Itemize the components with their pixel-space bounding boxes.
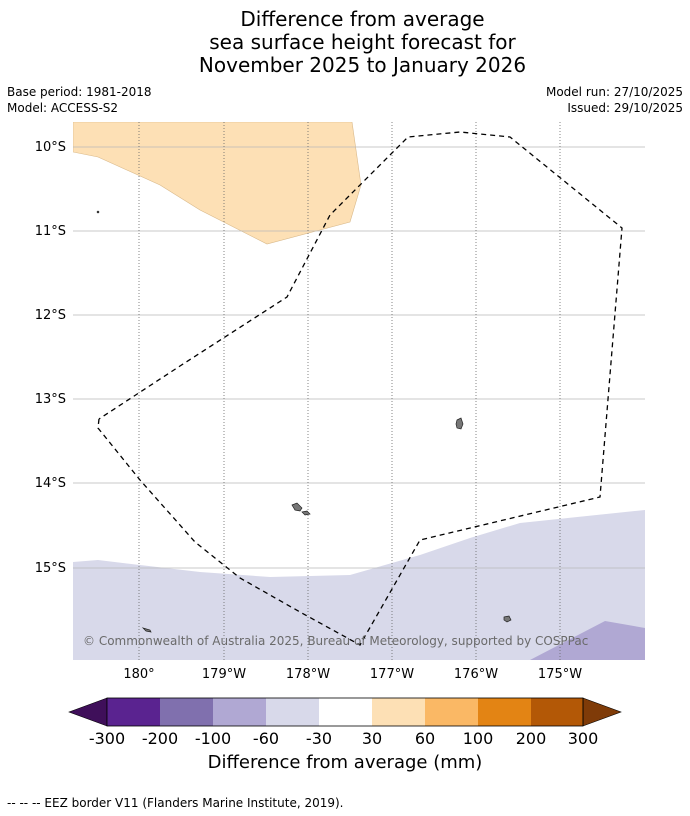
cb-label-m300: -300 [89, 729, 125, 748]
longitude-labels: 180° 179°W 178°W 177°W 176°W 175°W [123, 667, 582, 682]
island-southwest [141, 627, 152, 633]
title-line-2: sea surface height forecast for [209, 30, 516, 54]
issued-date: Issued: 29/10/2025 [567, 101, 683, 115]
colorbar-labels: -300 -200 -100 -60 -30 30 60 100 200 300 [89, 729, 598, 748]
lat-label-14s: 14°S [35, 476, 66, 491]
lon-label-176w: 176°W [454, 667, 498, 682]
title-line-3: November 2025 to January 2026 [198, 53, 527, 77]
cb-label-m200: -200 [142, 729, 178, 748]
latitude-labels: 10°S 11°S 12°S 13°S 14°S 15°S [35, 140, 66, 576]
colorbar-segment-6 [372, 698, 425, 726]
negative-anomaly-region-medium [530, 621, 645, 660]
eez-border [97, 131, 623, 646]
cb-label-100: 100 [463, 729, 494, 748]
colorbar-title: Difference from average (mm) [207, 752, 483, 773]
lon-label-178w: 178°W [286, 667, 330, 682]
cb-label-60: 60 [415, 729, 435, 748]
colorbar-extend-high [582, 697, 622, 727]
eez-footnote: -- -- -- EEZ border V11 (Flanders Marine… [7, 796, 344, 810]
lat-label-12s: 12°S [35, 308, 66, 323]
meta-right: Model run: 27/10/2025 Issued: 29/10/2025 [546, 84, 683, 116]
colorbar-segment-7 [425, 698, 478, 726]
lon-label-180: 180° [123, 667, 154, 682]
model-name: Model: ACCESS-S2 [7, 101, 119, 115]
map-title: Difference from average sea surface heig… [0, 8, 690, 77]
cb-label-m100: -100 [195, 729, 231, 748]
cb-label-300: 300 [568, 729, 599, 748]
lat-label-15s: 15°S [35, 561, 66, 576]
latitude-gridlines [73, 146, 645, 569]
meta-left: Base period: 1981-2018 Model: ACCESS-S2 [7, 84, 152, 116]
colorbar-outline [106, 697, 584, 727]
colorbar-segment-4 [266, 698, 319, 726]
lon-label-177w: 177°W [370, 667, 414, 682]
cb-label-200: 200 [516, 729, 547, 748]
colorbar-segment-3 [213, 698, 266, 726]
map-plot-area: © Commonwealth of Australia 2025, Bureau… [73, 122, 645, 660]
colorbar-segment-9 [531, 698, 583, 726]
island-west-a [291, 502, 303, 512]
island-south [503, 615, 512, 623]
copyright-notice: © Commonwealth of Australia 2025, Bureau… [83, 634, 588, 648]
lon-label-179w: 179°W [202, 667, 246, 682]
base-period: Base period: 1981-2018 [7, 85, 152, 99]
island-west-b [301, 510, 311, 516]
colorbar: -300 -200 -100 -60 -30 30 60 100 200 300 [68, 697, 622, 748]
lat-label-10s: 10°S [35, 140, 66, 155]
lat-label-13s: 13°S [35, 392, 66, 407]
colorbar-extend-low [68, 697, 108, 727]
colorbar-segment-1 [107, 698, 160, 726]
lon-label-175w: 175°W [538, 667, 582, 682]
title-line-1: Difference from average [240, 7, 485, 31]
island-tiny [96, 210, 100, 214]
colorbar-segment-5 [319, 698, 372, 726]
cb-label-30: 30 [362, 729, 382, 748]
cb-label-m60: -60 [253, 729, 279, 748]
colorbar-segment-8 [478, 698, 531, 726]
islands [96, 210, 512, 633]
lat-label-11s: 11°S [35, 224, 66, 239]
model-run: Model run: 27/10/2025 [545, 85, 683, 99]
cb-label-m30: -30 [306, 729, 332, 748]
colorbar-segment-2 [160, 698, 213, 726]
island-north [455, 417, 464, 430]
positive-anomaly-region [73, 122, 362, 245]
negative-anomaly-region-light [73, 510, 645, 660]
